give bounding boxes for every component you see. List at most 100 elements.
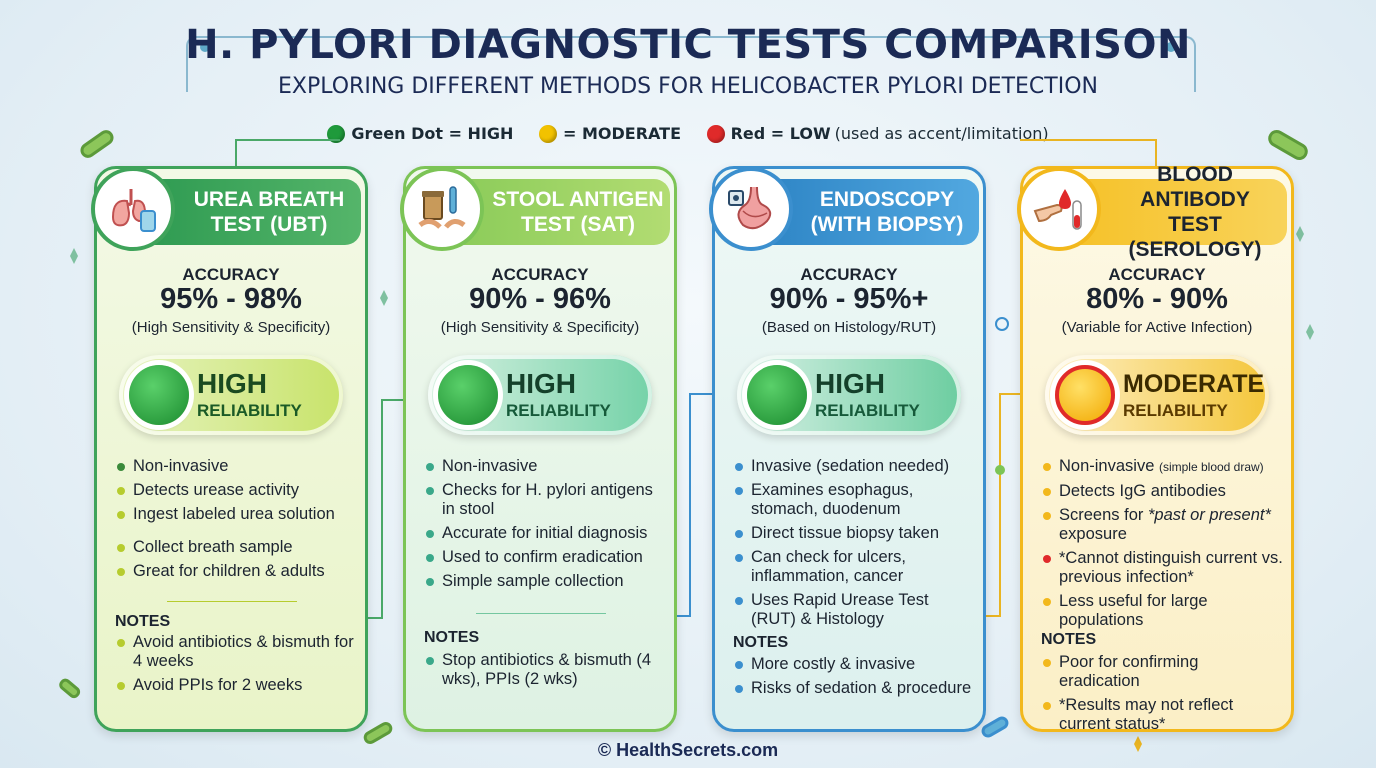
card-title: BLOOD ANTIBODY TEST (SEROLOGY) [1077, 163, 1287, 261]
reliability-label: RELIABILITY [197, 401, 302, 420]
page-subtitle: EXPLORING DIFFERENT METHODS FOR HELICOBA… [278, 74, 1098, 99]
blood-drop-icon [1017, 167, 1101, 251]
reliability-label: RELIABILITY [815, 401, 920, 420]
feature-list: Invasive (sedation needed) Examines esop… [733, 457, 975, 634]
accuracy-label: ACCURACY [182, 265, 280, 284]
list-item: Direct tissue biopsy taken [733, 524, 975, 543]
bullet-note: (simple blood draw) [1158, 460, 1264, 474]
card-title-line1: STOOL ANTIGEN [492, 188, 664, 211]
card-header: UREA BREATH TEST (UBT) [91, 167, 365, 253]
page-title: H. PYLORI DIAGNOSTIC TESTS COMPARISON [185, 22, 1191, 68]
card-header: STOOL ANTIGEN TEST (SAT) [400, 167, 674, 253]
bullet-text: Non-invasive [1059, 457, 1155, 475]
sample-jar-icon [400, 167, 484, 251]
divider [476, 613, 606, 614]
accuracy-note: (High Sensitivity & Specificity) [131, 319, 331, 336]
legend-low-note: (used as accent/limitation) [834, 124, 1049, 143]
bullet-emphasis: *past or present* [1147, 506, 1271, 524]
reliability-badge: HIGH RELIABILITY [737, 355, 961, 435]
list-item: Simple sample collection [424, 572, 666, 591]
card-title-line2: TEST (SAT) [521, 213, 635, 236]
legend-high: Green Dot = HIGH [327, 124, 513, 143]
list-item: Non-invasive (simple blood draw) [1041, 457, 1283, 477]
lungs-icon [91, 167, 175, 251]
green-dot-icon [747, 365, 807, 425]
title-dot-left [200, 42, 210, 52]
card-header: BLOOD ANTIBODY TEST (SEROLOGY) [1017, 163, 1291, 261]
list-item: Ingest labeled urea solution [115, 505, 357, 524]
card-urea-breath-test: UREA BREATH TEST (UBT) ACCURACY 95% - 98… [91, 166, 368, 732]
card-title-line2: TEST (SEROLOGY) [1128, 213, 1262, 261]
title-frame [186, 36, 1196, 92]
red-dot-icon [706, 124, 725, 143]
accuracy-value: 80% - 90% [1086, 283, 1228, 315]
list-item: *Cannot distinguish current vs. previous… [1041, 549, 1283, 587]
feature-list: Non-invasive Detects urease activity Ing… [115, 457, 357, 586]
card-stool-antigen-test: STOOL ANTIGEN TEST (SAT) ACCURACY 90% - … [400, 166, 677, 732]
list-item: *Results may not reflect current status* [1041, 696, 1283, 734]
feature-list: Non-invasive Checks for H. pylori antige… [424, 457, 666, 596]
list-item: Avoid PPIs for 2 weeks [115, 676, 357, 695]
accuracy-value: 95% - 98% [160, 283, 302, 315]
reliability-level: HIGH [815, 368, 885, 399]
list-item: Screens for *past or present* exposure [1041, 506, 1283, 544]
card-header: ENDOSCOPY (WITH BIOPSY) [709, 167, 983, 253]
list-item: Risks of sedation & procedure [733, 679, 975, 698]
card-title-line2: (WITH BIOPSY) [810, 213, 964, 236]
bullet-text: exposure [1059, 525, 1127, 543]
reliability-level: MODERATE [1123, 370, 1265, 398]
list-item: Checks for H. pylori antigens in stool [424, 481, 666, 519]
legend-high-label: Green Dot = HIGH [351, 124, 514, 143]
yellow-dot-icon [1055, 365, 1115, 425]
list-item: Less useful for large populations [1041, 592, 1283, 630]
yellow-dot-icon [539, 124, 557, 143]
stomach-icon [709, 167, 793, 251]
feature-list: Non-invasive (simple blood draw) Detects… [1041, 457, 1283, 635]
accuracy-label: ACCURACY [800, 265, 898, 284]
notes-list: More costly & invasive Risks of sedation… [733, 655, 975, 703]
list-item: Avoid antibiotics & bismuth for 4 weeks [115, 633, 357, 671]
notes-label: NOTES [115, 613, 171, 630]
notes-list: Poor for confirming eradication *Results… [1041, 653, 1283, 739]
footer-credit: © HealthSecrets.com [597, 740, 779, 760]
card-title: STOOL ANTIGEN TEST (SAT) [460, 179, 670, 245]
reliability-label: RELIABILITY [506, 401, 611, 420]
accuracy-value: 90% - 95%+ [769, 283, 929, 315]
list-item: Accurate for initial diagnosis [424, 524, 666, 543]
green-dot-icon [438, 365, 498, 425]
notes-list: Stop antibiotics & bismuth (4 wks), PPIs… [424, 651, 666, 694]
legend: Green Dot = HIGH = MODERATE Red = LOW (u… [0, 124, 1376, 147]
card-title-line2: TEST (UBT) [210, 213, 328, 236]
notes-label: NOTES [733, 634, 789, 651]
list-item: Uses Rapid Urease Test (RUT) & Histology [733, 591, 975, 629]
legend-low-label: Red = LOW [730, 124, 831, 143]
list-item: Great for children & adults [115, 562, 357, 581]
accuracy-value: 90% - 96% [469, 283, 611, 315]
list-item: Non-invasive [115, 457, 357, 476]
notes-label: NOTES [424, 629, 480, 646]
reliability-level: HIGH [506, 368, 576, 399]
green-dot-icon [129, 365, 189, 425]
reliability-badge: HIGH RELIABILITY [428, 355, 652, 435]
divider [167, 601, 297, 602]
reliability-badge: HIGH RELIABILITY [119, 355, 343, 435]
card-title: ENDOSCOPY (WITH BIOPSY) [769, 179, 979, 245]
accuracy-note: (Based on Histology/RUT) [761, 319, 937, 336]
legend-moderate: = MODERATE [539, 124, 681, 143]
accuracy-note: (Variable for Active Infection) [1061, 319, 1253, 336]
list-item: More costly & invasive [733, 655, 975, 674]
notes-list: Avoid antibiotics & bismuth for 4 weeks … [115, 633, 357, 700]
reliability-badge: MODERATE RELIABILITY [1045, 355, 1269, 435]
accuracy-label: ACCURACY [1108, 265, 1206, 284]
list-item: Detects IgG antibodies [1041, 482, 1283, 501]
list-item: Used to confirm eradication [424, 548, 666, 567]
accuracy-label: ACCURACY [491, 265, 589, 284]
card-title: UREA BREATH TEST (UBT) [151, 179, 361, 245]
title-dot-right [1166, 42, 1176, 52]
notes-label: NOTES [1041, 631, 1097, 648]
reliability-level: HIGH [197, 368, 267, 399]
list-item: Stop antibiotics & bismuth (4 wks), PPIs… [424, 651, 666, 689]
accuracy-note: (High Sensitivity & Specificity) [440, 319, 640, 336]
list-item: Examines esophagus, stomach, duodenum [733, 481, 975, 519]
green-dot-icon [327, 124, 346, 143]
